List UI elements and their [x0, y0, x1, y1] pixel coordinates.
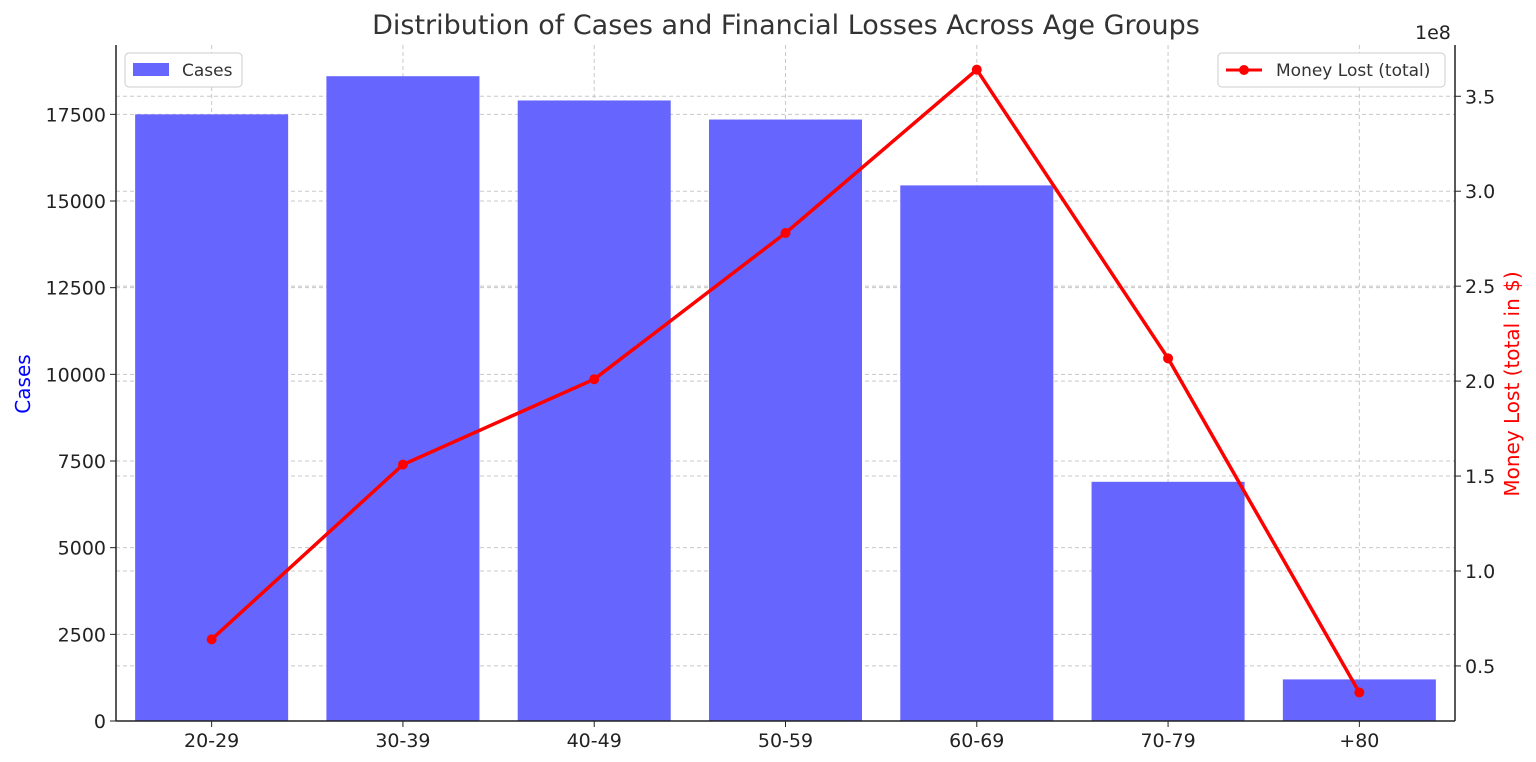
y-axis-label-right: Money Lost (total in $) [1500, 271, 1524, 496]
x-tick-label: 50-59 [758, 730, 813, 752]
bar-cases [326, 76, 480, 721]
money-lost-series [206, 64, 1365, 698]
legend-cases-label: Cases [182, 61, 233, 81]
left-tick-label: 10000 [46, 364, 106, 386]
bar-cases [1091, 481, 1245, 721]
money-lost-point [589, 374, 600, 385]
x-tick-label: +80 [1339, 730, 1379, 752]
left-axis-ticks: 0 2500 5000 7500 10000 12500 15000 17500 [46, 104, 116, 733]
x-tick-label: 60-69 [949, 730, 1004, 752]
legend-money-lost: Money Lost (total) [1217, 52, 1446, 88]
x-tick-label: 20-29 [184, 730, 239, 752]
bar-cases [1282, 679, 1436, 721]
right-tick-label: 1.5 [1465, 466, 1495, 488]
money-lost-point [1163, 353, 1174, 364]
legend-cases-swatch [133, 63, 169, 76]
left-tick-label: 12500 [46, 278, 106, 300]
chart-title: Distribution of Cases and Financial Loss… [372, 10, 1200, 41]
bars [135, 76, 1436, 722]
right-axis-multiplier: 1e8 [1415, 22, 1451, 44]
x-axis-ticks: 20-29 30-39 40-49 50-59 60-69 70-79 +80 [184, 721, 1379, 752]
right-tick-label: 3.0 [1465, 181, 1495, 203]
x-tick-label: 40-49 [567, 730, 622, 752]
legend-money-lost-marker [1239, 65, 1249, 75]
left-tick-label: 17500 [46, 104, 106, 126]
money-lost-point [1354, 687, 1365, 698]
bar-cases [900, 185, 1054, 721]
money-lost-point [397, 459, 408, 470]
left-tick-label: 5000 [58, 538, 106, 560]
right-tick-label: 1.0 [1465, 561, 1495, 583]
money-lost-point [780, 227, 791, 238]
right-tick-label: 2.0 [1465, 371, 1495, 393]
right-tick-label: 2.5 [1465, 276, 1495, 298]
left-tick-label: 0 [94, 711, 106, 733]
money-lost-point [971, 64, 982, 75]
bar-cases [517, 100, 671, 721]
money-lost-point [206, 634, 217, 645]
y-axis-label-left: Cases [11, 354, 35, 413]
right-tick-label: 0.5 [1465, 656, 1495, 678]
right-tick-label: 3.5 [1465, 86, 1495, 108]
bar-cases [708, 119, 863, 722]
bar-cases [135, 114, 289, 722]
left-tick-label: 15000 [46, 191, 106, 213]
legend-cases: Cases [124, 52, 243, 88]
left-tick-label: 7500 [58, 451, 106, 473]
x-tick-label: 70-79 [1140, 730, 1195, 752]
right-axis-ticks: 0.5 1.0 1.5 2.0 2.5 3.0 3.5 [1455, 86, 1495, 678]
legend-money-lost-label: Money Lost (total) [1276, 61, 1430, 81]
left-tick-label: 2500 [58, 624, 106, 646]
x-tick-label: 30-39 [375, 730, 430, 752]
